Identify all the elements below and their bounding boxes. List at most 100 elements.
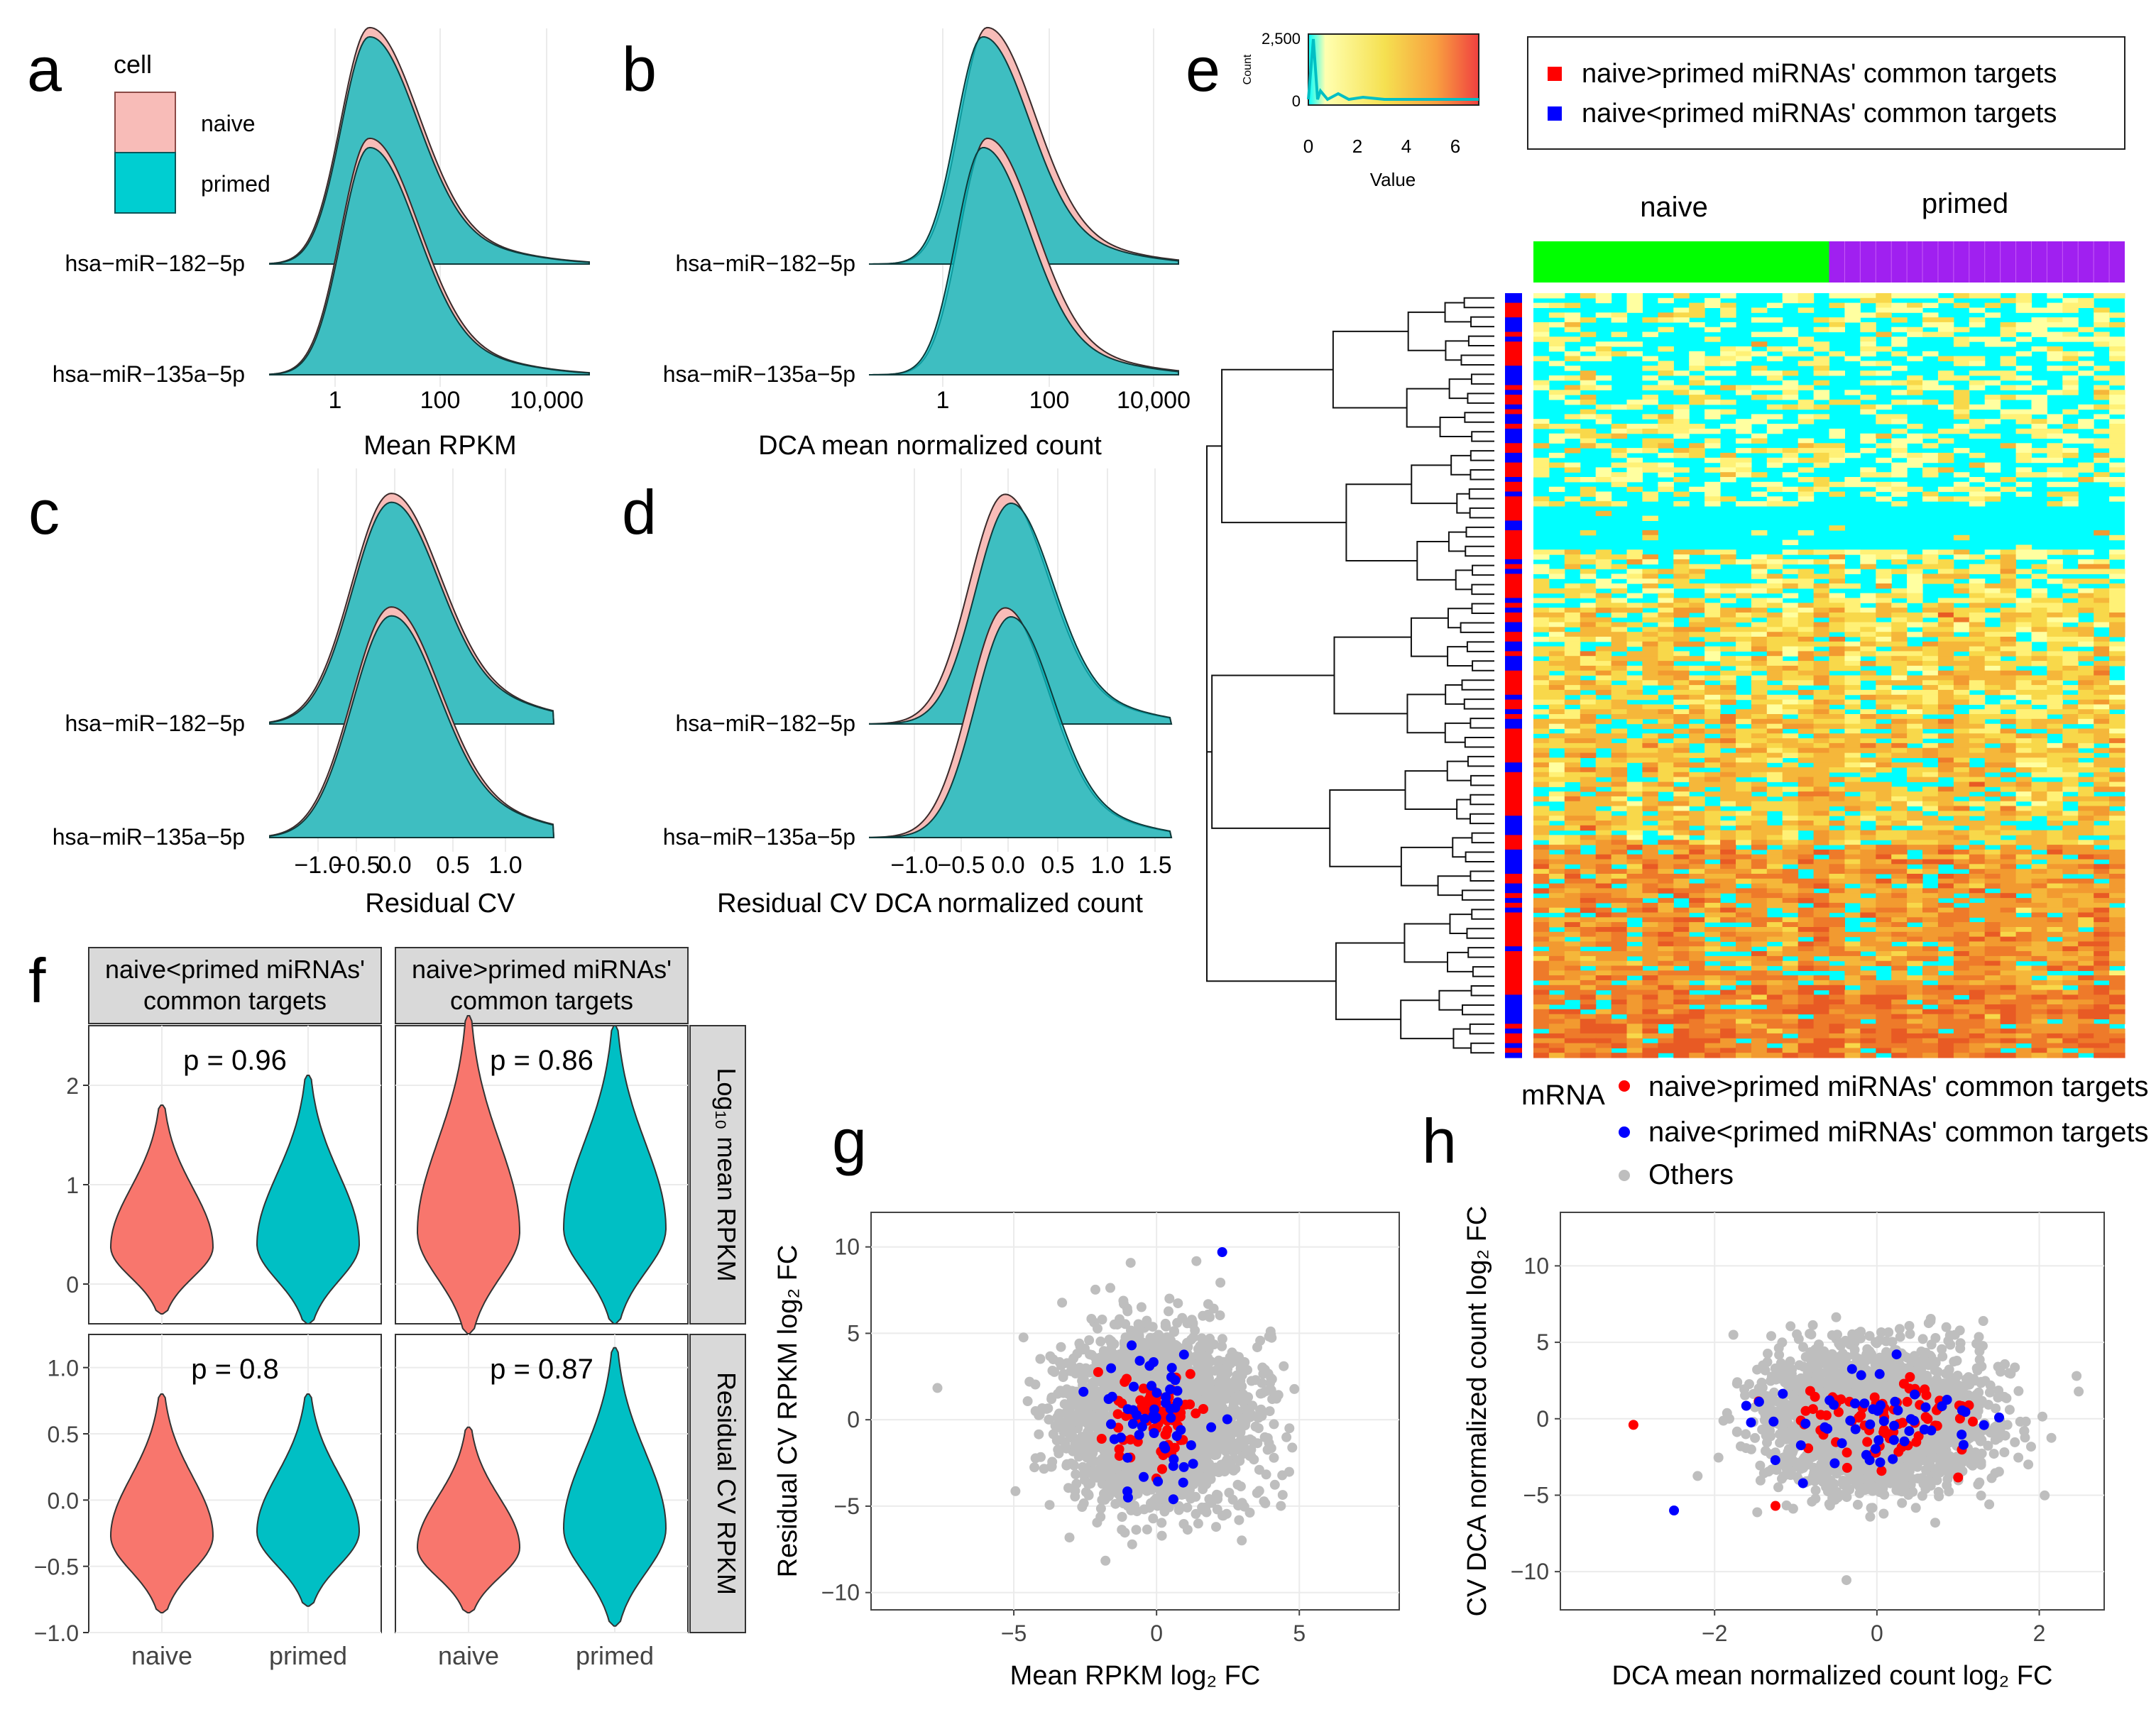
heatmap-cell (1953, 840, 1970, 845)
heatmap-cell (1797, 946, 1815, 952)
heatmap-cell (1766, 462, 1783, 468)
heatmap-cell (1922, 845, 1939, 850)
heatmap-cell (2047, 699, 2063, 705)
heatmap-cell (2078, 689, 2094, 696)
heatmap-cell (2015, 491, 2032, 497)
heatmap-cell (1813, 457, 1830, 464)
heatmap-cell (1860, 955, 1876, 962)
heatmap-cell (2109, 777, 2125, 782)
heatmap-cell (1720, 1038, 1736, 1044)
heatmap-cell (1953, 927, 1970, 933)
heatmap-cell (2062, 1019, 2079, 1024)
heatmap-row (1548, 733, 2125, 739)
heatmap-cell (1642, 496, 1658, 502)
heatmap-cell (1860, 931, 1876, 938)
heatmap-cell (1533, 549, 1550, 555)
heatmap-cell (1937, 656, 1954, 662)
heatmap-cell (2047, 965, 2063, 971)
heatmap-cell (1751, 912, 1768, 918)
heatmap-cell (1829, 902, 1845, 909)
heatmap-cell (1813, 486, 1830, 493)
heatmap-cell (1751, 955, 1768, 962)
heatmap-cell (1595, 941, 1612, 947)
heatmap-row (1533, 723, 2125, 730)
heatmap-annotation-cell (1505, 1014, 1522, 1020)
heatmap-cell (2000, 559, 2017, 565)
heatmap-cell (2015, 762, 2032, 768)
heatmap-cell (1720, 670, 1736, 676)
heatmap-cell (1626, 999, 1643, 1005)
heatmap-cell (2094, 762, 2110, 768)
violin-p-value: p = 0.96 (183, 1045, 287, 1076)
heatmap-cell (1922, 1048, 1939, 1053)
heatmap-cell (1595, 501, 1612, 507)
heatmap-cell (1564, 689, 1581, 696)
heatmap-cell (2109, 796, 2125, 802)
heatmap-cell (1797, 680, 1815, 686)
ridge-row-label: hsa−miR−135a−5p (663, 361, 855, 387)
heatmap-cell (1720, 757, 1736, 763)
violin-naive (109, 1104, 214, 1315)
heatmap-cell (1595, 767, 1612, 773)
heatmap-cell (1829, 907, 1845, 914)
heatmap-cell (1797, 718, 1815, 725)
heatmap-cell (1782, 989, 1799, 995)
dendro-branch (1465, 851, 1479, 863)
heatmap-cell (1611, 317, 1628, 323)
heatmap-cell (1751, 598, 1768, 603)
heatmap-cell (1937, 685, 1954, 691)
heatmap-cell (1595, 496, 1612, 502)
heatmap-cell (1642, 385, 1658, 390)
heatmap-cell (1953, 970, 1970, 976)
heatmap-cell (1658, 994, 1674, 1000)
heatmap-cell (1595, 883, 1612, 889)
heatmap-cell (1907, 665, 1923, 671)
heatmap-annotation-cell (1505, 816, 1522, 821)
heatmap-cell (1860, 651, 1876, 657)
heatmap-cell (1907, 796, 1923, 802)
heatmap-cell (1922, 603, 1939, 608)
heatmap-row (1533, 951, 2125, 957)
heatmap-cell (1937, 371, 1954, 376)
heatmap-cell (1937, 893, 1954, 899)
heatmap-cell (1720, 1024, 1736, 1029)
heatmap-cell (2078, 854, 2094, 860)
heatmap-cell (1720, 975, 1736, 981)
dendro-branch (1471, 431, 1479, 442)
heatmap-cell (1595, 375, 1612, 381)
heatmap-cell (1611, 796, 1628, 802)
heatmap-cell (1736, 941, 1752, 947)
heatmap-cell (2000, 796, 2017, 802)
heatmap-cell (1969, 385, 1986, 390)
heatmap-cell (2078, 951, 2094, 957)
heatmap-cell (2047, 946, 2063, 952)
heatmap-cell (1969, 317, 1986, 323)
heatmap-cell (2015, 854, 2032, 860)
heatmap-cell (1611, 632, 1628, 637)
heatmap-cell (1922, 443, 1939, 449)
heatmap-cell (1548, 825, 1565, 831)
heatmap-cell (1673, 835, 1690, 840)
heatmap-cell (1969, 361, 1986, 366)
heatmap-cell (1969, 821, 1986, 826)
heatmap-cell (1611, 922, 1628, 928)
heatmap-cell (2047, 680, 2063, 686)
heatmap-cell (1891, 1038, 1908, 1044)
heatmap-cell (1766, 970, 1783, 976)
heatmap-cell (1969, 772, 1986, 778)
heatmap-cell (2015, 840, 2032, 845)
heatmap-cell (1658, 317, 1674, 323)
dendro-branch (1206, 598, 1336, 982)
dendro-branch (1456, 799, 1471, 820)
heatmap-cell (1626, 898, 1643, 904)
heatmap-cell (2000, 583, 2017, 589)
heatmap-cell (1969, 1033, 1986, 1039)
heatmap-cell (2015, 680, 2032, 686)
heatmap-cell (1689, 380, 1705, 386)
heatmap-annotation-cell (1505, 641, 1522, 647)
heatmap-cell (1533, 699, 1550, 705)
heatmap-cell (1642, 554, 1658, 560)
heatmap-cell (1580, 980, 1597, 986)
heatmap-cell (1891, 955, 1908, 962)
dendro-branch (1472, 966, 1479, 977)
